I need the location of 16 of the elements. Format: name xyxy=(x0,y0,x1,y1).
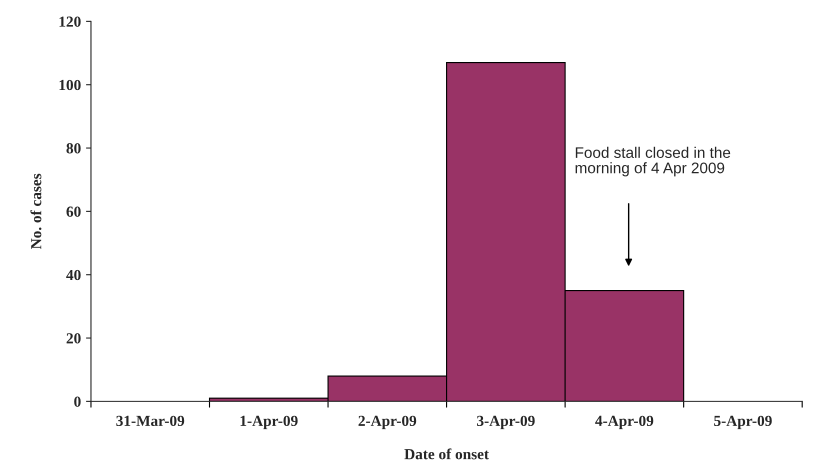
annotation: Food stall closed in the morning of 4 Apr 2009 xyxy=(576,146,730,176)
y-tick-label: 80 xyxy=(66,143,81,154)
y-tick-label: 20 xyxy=(66,333,81,344)
x-tick-label: 1-Apr-09 xyxy=(240,416,298,430)
x-tick-label: 31-Mar-09 xyxy=(116,416,184,426)
y-tick-label: 120 xyxy=(60,16,81,27)
y-tick-label: 60 xyxy=(66,206,81,217)
y-tick-label: 0 xyxy=(74,396,81,407)
x-tick-label: 5-Apr-09 xyxy=(714,416,772,430)
x-tick-label: 2-Apr-09 xyxy=(358,416,416,430)
x-axis-title: Date of onset xyxy=(404,448,489,460)
y-tick-label: 40 xyxy=(66,270,81,280)
y-axis-title: No. of cases xyxy=(30,174,42,250)
x-tick-label: 4-Apr-09 xyxy=(595,416,654,430)
y-tick-label: 100 xyxy=(60,80,81,90)
x-tick-label: 3-Apr-09 xyxy=(477,416,535,430)
